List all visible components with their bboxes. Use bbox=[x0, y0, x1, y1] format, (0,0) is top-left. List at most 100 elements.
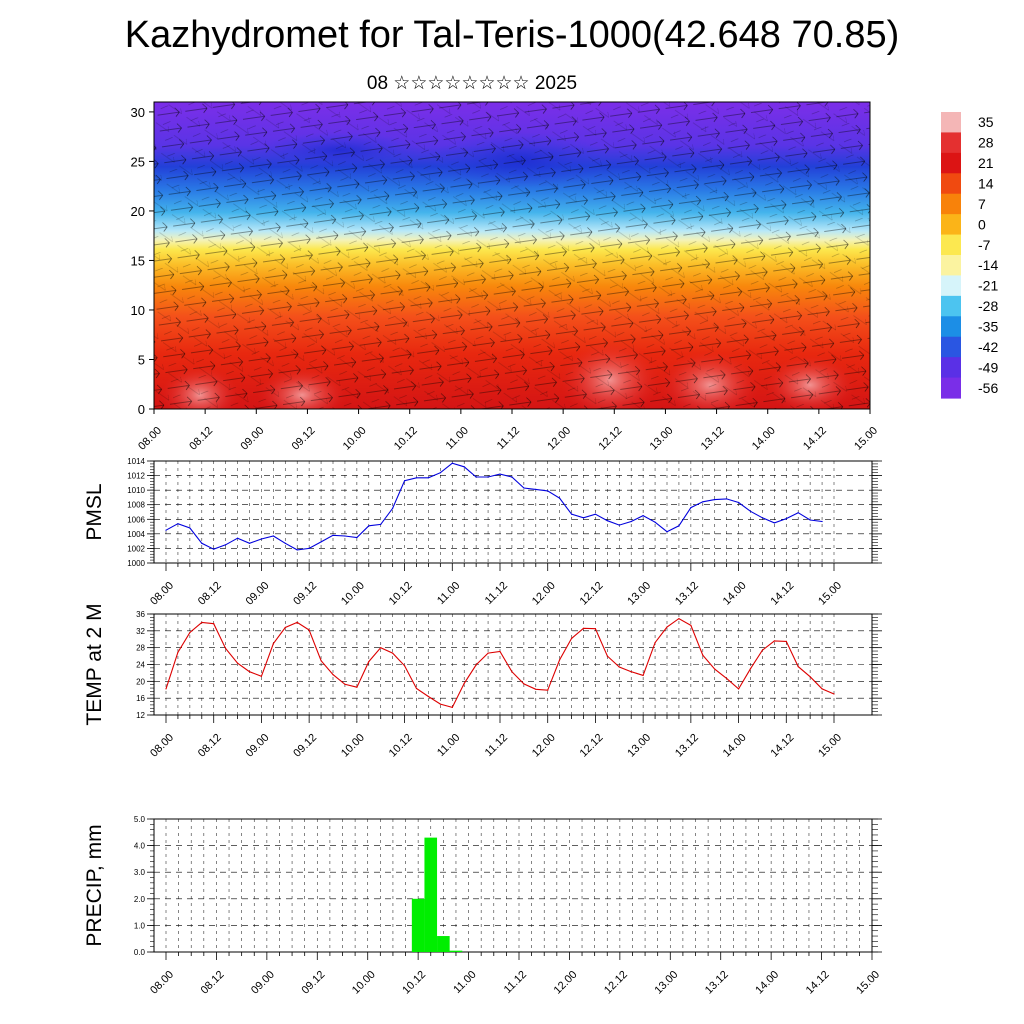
data-point bbox=[427, 695, 429, 698]
colorbar-swatch bbox=[941, 193, 961, 205]
data-point bbox=[547, 490, 549, 492]
data-point bbox=[225, 647, 227, 650]
ytick-label: 5.0 bbox=[134, 815, 146, 824]
data-point bbox=[225, 544, 227, 546]
xtick-label: 09.12 bbox=[299, 969, 327, 997]
xtick-label: 08.12 bbox=[199, 969, 227, 997]
data-point bbox=[773, 522, 776, 524]
pmsl-panel: 1000 1002 1004 1006 1008 1010 1012 1014 08.00 08.… bbox=[83, 457, 882, 608]
ytick-label: 1004 bbox=[127, 530, 145, 539]
data-point bbox=[606, 520, 609, 522]
data-point bbox=[749, 510, 752, 512]
xtick-label: 15.00 bbox=[816, 580, 844, 608]
temperature-cross-section: 0 5 10 15 20 25 30 08.00 08.12 09.00 09.12 10.00 10.… bbox=[131, 101, 880, 453]
xtick-label: 10.00 bbox=[350, 969, 378, 997]
heat-ytick-label: 30 bbox=[131, 105, 145, 120]
colorbar-label: 7 bbox=[978, 196, 986, 212]
data-point bbox=[260, 538, 262, 540]
data-point bbox=[439, 703, 441, 705]
data-point bbox=[451, 462, 453, 464]
colorbar-swatch bbox=[941, 142, 961, 154]
ytick-label: 1006 bbox=[127, 515, 145, 524]
data-point bbox=[248, 671, 251, 673]
data-point bbox=[690, 624, 692, 627]
data-point bbox=[511, 671, 513, 673]
panel-frame bbox=[153, 460, 873, 564]
data-point bbox=[487, 652, 489, 654]
precip-bar bbox=[449, 950, 463, 952]
data-point bbox=[260, 675, 262, 677]
xtick-label: 11.12 bbox=[483, 732, 510, 759]
colorbar-swatch bbox=[941, 295, 961, 307]
data-point bbox=[392, 507, 394, 509]
precip-panel: 0.0 1.0 2.0 3.0 4.0 5.0 08.00 08.12 09.00 09.12 10… bbox=[83, 815, 882, 997]
colorbar-swatch bbox=[941, 306, 961, 317]
precip-bar bbox=[411, 898, 425, 952]
heat-xtick-label: 09.12 bbox=[290, 425, 318, 453]
ytick-label: 3.0 bbox=[134, 868, 146, 877]
ytick-label: 12 bbox=[136, 711, 145, 720]
heat-xtick-label: 13.00 bbox=[648, 425, 676, 453]
y-axis-title: PMSL bbox=[83, 483, 106, 540]
ytick-label: 4.0 bbox=[134, 842, 146, 851]
data-point bbox=[213, 623, 215, 625]
data-point bbox=[213, 548, 215, 550]
colorbar-swatch bbox=[941, 357, 961, 368]
xtick-label: 09.00 bbox=[249, 969, 277, 997]
ytick-label: 36 bbox=[136, 610, 145, 619]
xtick-label: 08.12 bbox=[196, 732, 224, 760]
xtick-label: 09.00 bbox=[244, 580, 272, 608]
colorbar-swatch bbox=[941, 132, 961, 144]
ytick-label: 20 bbox=[136, 677, 145, 686]
heat-xtick-label: 11.00 bbox=[444, 425, 471, 452]
data-point bbox=[404, 665, 406, 667]
xtick-label: 14.00 bbox=[721, 580, 749, 608]
data-point bbox=[618, 524, 620, 526]
data-point bbox=[773, 640, 776, 642]
data-point bbox=[690, 507, 692, 509]
colorbar-swatch bbox=[941, 336, 961, 348]
ytick-label: 1012 bbox=[127, 472, 145, 481]
colorbar-label: -56 bbox=[978, 380, 998, 396]
data-point bbox=[272, 535, 274, 537]
heat-xtick-label: 10.00 bbox=[341, 425, 369, 453]
data-point bbox=[618, 666, 620, 668]
xtick-label: 10.12 bbox=[387, 732, 415, 760]
data-point bbox=[248, 542, 251, 544]
colorbar-swatch bbox=[941, 173, 961, 185]
colorbar-swatch bbox=[941, 244, 961, 256]
heat-xtick-label: 13.12 bbox=[699, 425, 727, 453]
data-point bbox=[821, 688, 823, 690]
xtick-label: 08.12 bbox=[196, 580, 224, 608]
data-point bbox=[630, 671, 632, 673]
colorbar-swatch bbox=[941, 224, 961, 236]
colorbar-swatch bbox=[941, 275, 961, 287]
data-point bbox=[439, 472, 441, 474]
ytick-label: 1010 bbox=[127, 486, 145, 495]
colorbar-label: 35 bbox=[978, 114, 994, 130]
data-point bbox=[165, 688, 167, 690]
ytick-label: 24 bbox=[136, 661, 145, 670]
ytick-label: 1002 bbox=[127, 544, 145, 553]
data-point bbox=[177, 523, 179, 525]
data-point bbox=[523, 683, 525, 685]
data-point bbox=[177, 651, 179, 653]
colorbar-swatch bbox=[941, 214, 961, 225]
xtick-label: 10.12 bbox=[387, 580, 415, 608]
xtick-label: 12.00 bbox=[530, 580, 558, 608]
data-point bbox=[702, 501, 704, 503]
xtick-label: 14.00 bbox=[721, 732, 749, 760]
colorbar-swatch bbox=[941, 255, 961, 266]
heat-ytick-label: 15 bbox=[131, 253, 145, 268]
data-point bbox=[797, 666, 799, 668]
xtick-label: 13.12 bbox=[673, 580, 701, 608]
colorbar-label: -21 bbox=[978, 278, 998, 294]
ytick-label: 28 bbox=[136, 644, 145, 653]
colorbar-swatch bbox=[941, 387, 961, 399]
data-point bbox=[380, 523, 382, 526]
colorbar-swatch bbox=[941, 203, 961, 215]
data-point bbox=[415, 477, 418, 479]
xtick-label: 12.00 bbox=[530, 732, 558, 760]
data-point bbox=[332, 534, 334, 536]
data-point bbox=[761, 517, 764, 519]
